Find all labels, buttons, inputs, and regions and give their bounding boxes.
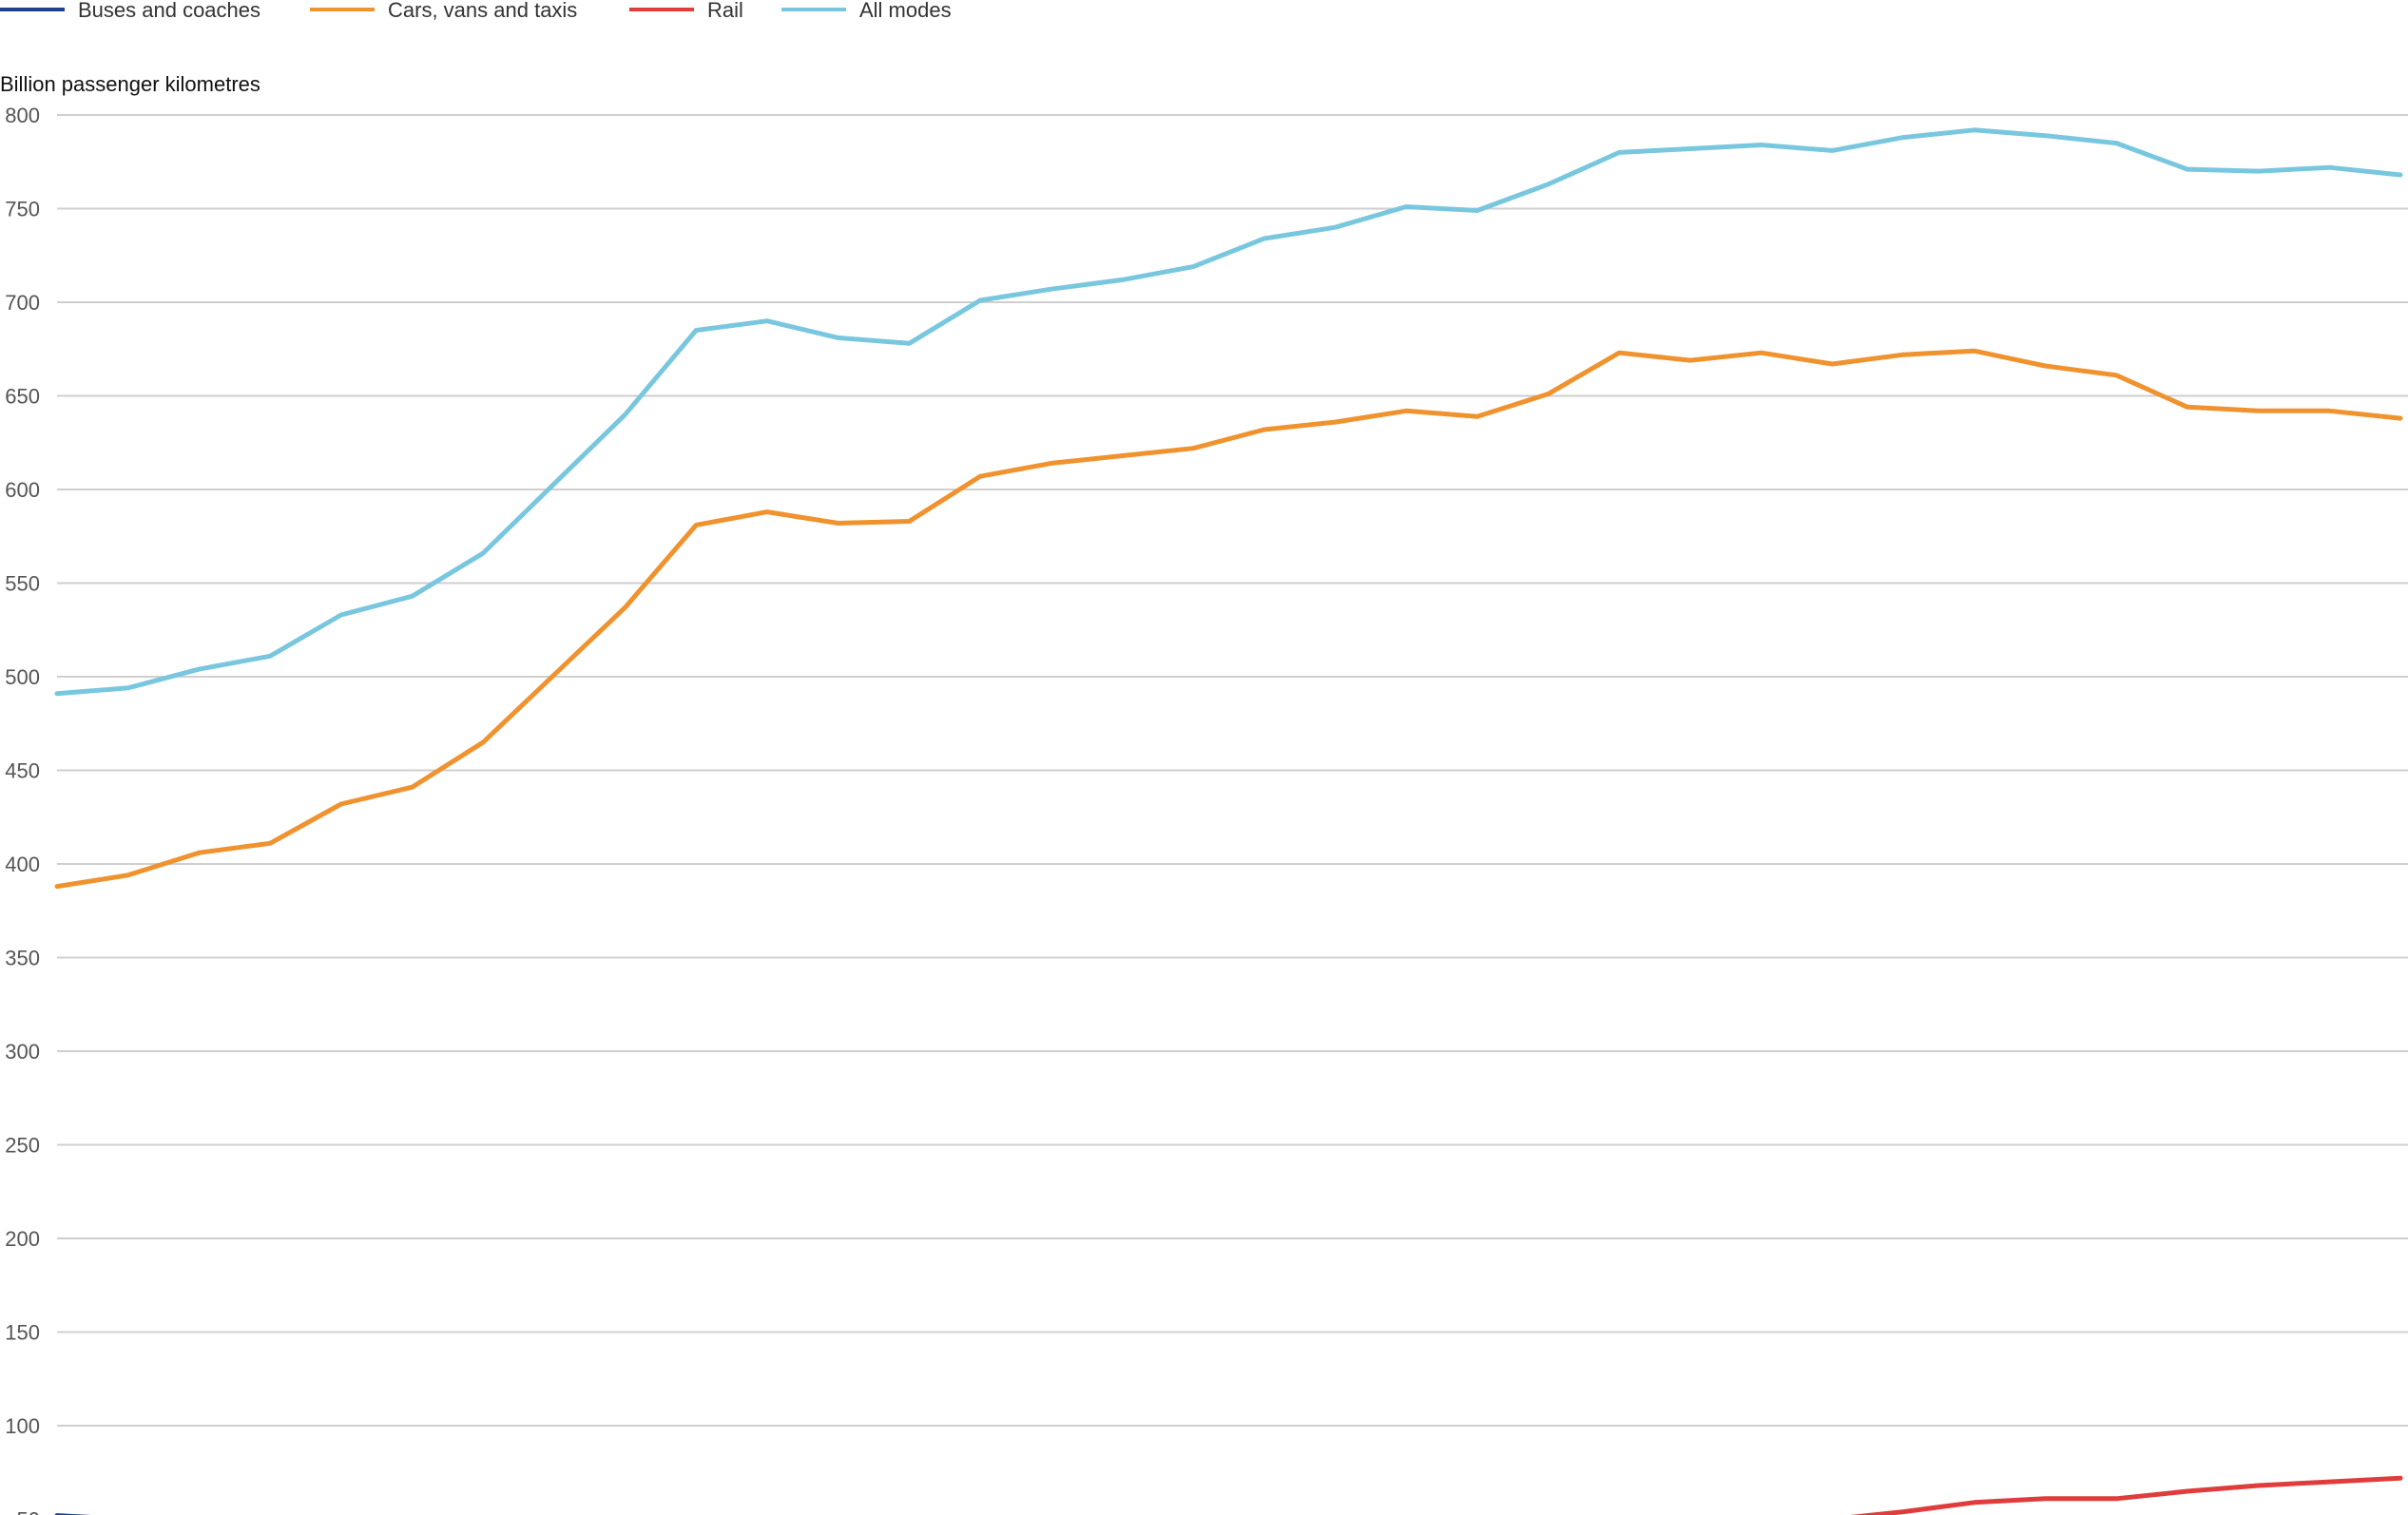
y-axis-ticks: 50 100 150 200 250 300 350 400 450 500 550 600 650 70… [5, 104, 40, 1515]
y-tick-label: 250 [5, 1134, 40, 1158]
y-tick-label: 550 [5, 572, 40, 596]
series-lines [54, 127, 2403, 1515]
y-tick-label: 500 [5, 665, 40, 689]
legend: Buses and coaches Cars, vans and taxis Rai… [0, 0, 952, 22]
legend-item: All modes [781, 0, 952, 22]
legend-label: Buses and coaches [78, 0, 260, 22]
y-tick-label: 100 [5, 1414, 40, 1438]
y-tick-label: 650 [5, 385, 40, 409]
legend-label: Cars, vans and taxis [388, 0, 577, 22]
y-tick-label: 450 [5, 759, 40, 783]
legend-item: Rail [629, 0, 743, 22]
y-tick-label: 300 [5, 1040, 40, 1064]
series-line-all-modes [54, 127, 2403, 697]
y-tick-label: 50 [17, 1508, 40, 1515]
y-tick-label: 600 [5, 478, 40, 502]
y-tick-label: 400 [5, 853, 40, 876]
legend-item: Cars, vans and taxis [310, 0, 577, 22]
legend-item: Buses and coaches [0, 0, 260, 22]
y-tick-label: 750 [5, 198, 40, 221]
y-tick-label: 800 [5, 104, 40, 127]
gridlines [57, 114, 2408, 1427]
y-tick-label: 700 [5, 291, 40, 315]
series-line-cars-vans-and-taxis [54, 348, 2403, 890]
legend-label: Rail [707, 0, 743, 22]
y-tick-label: 200 [5, 1227, 40, 1251]
y-tick-label: 150 [5, 1321, 40, 1345]
y-tick-label: 350 [5, 947, 40, 970]
series-line-rail [1850, 1475, 2403, 1515]
y-axis-title: Billion passenger kilometres [0, 72, 260, 96]
legend-label: All modes [859, 0, 952, 22]
